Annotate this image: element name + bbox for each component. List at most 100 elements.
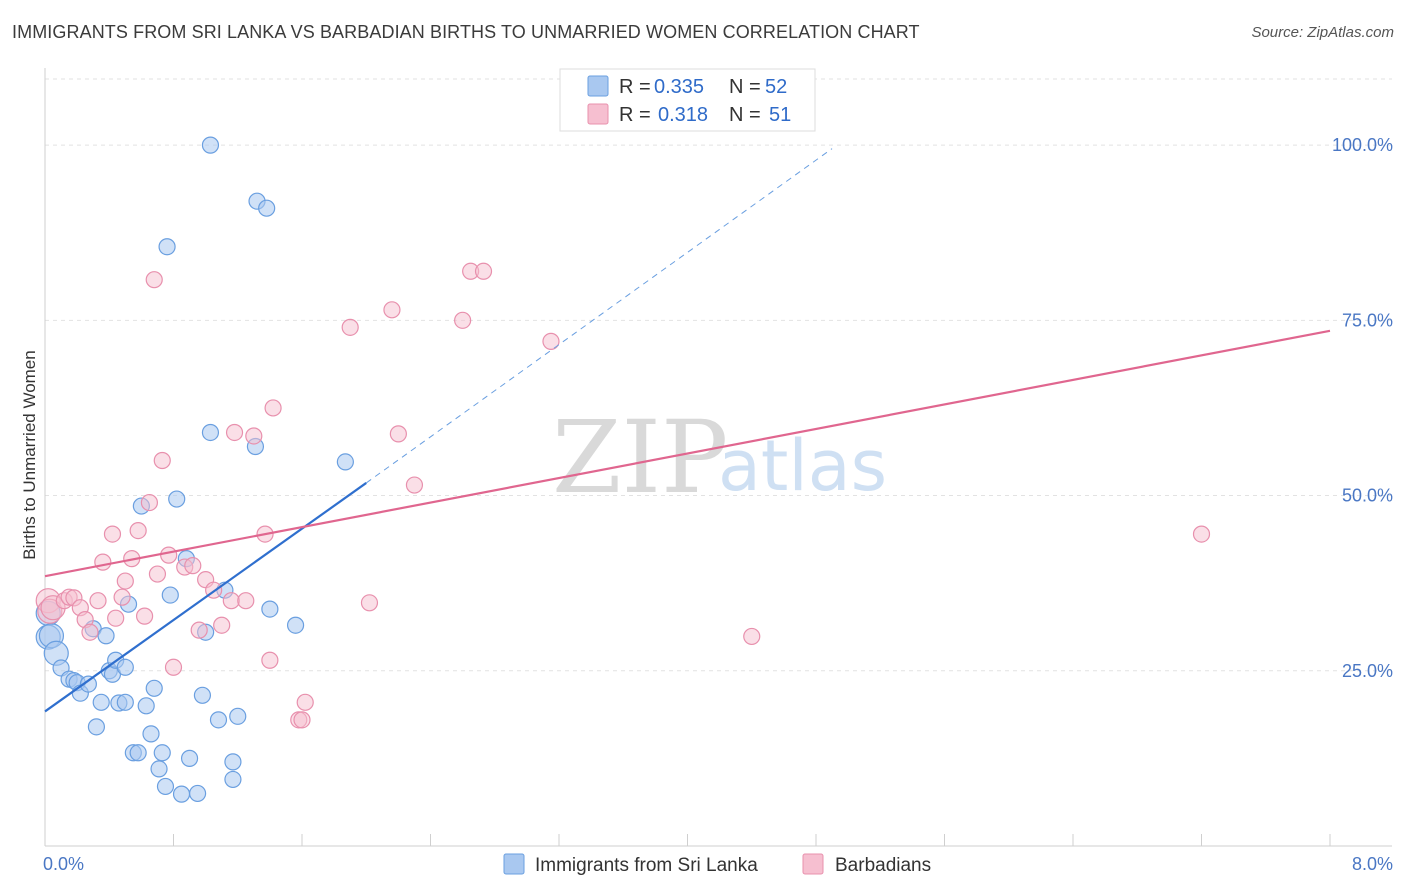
data-point-sri-lanka xyxy=(116,658,134,676)
data-point-barbadians xyxy=(81,623,99,641)
watermark-atlas: atlas xyxy=(718,425,887,507)
bottom-legend: Immigrants from Sri Lanka Barbadians xyxy=(503,853,931,876)
data-point-barbadians xyxy=(383,301,401,319)
x-tick-labels: 0.0% 8.0% xyxy=(43,854,1393,874)
y-tick-labels: 25.0% 50.0% 75.0% 100.0% xyxy=(1332,135,1393,681)
data-point-sri-lanka xyxy=(229,707,247,725)
data-point-barbadians xyxy=(145,271,163,289)
trend-lines xyxy=(44,148,1331,713)
data-point-barbadians xyxy=(405,476,424,494)
data-point-barbadians xyxy=(107,609,125,627)
x-tick-label: 8.0% xyxy=(1352,854,1393,874)
data-point-sri-lanka xyxy=(336,453,354,471)
data-point-sri-lanka xyxy=(97,627,115,645)
data-point-barbadians xyxy=(94,553,112,571)
legend-n-value-sri-lanka: 52 xyxy=(765,76,787,98)
legend-n-label-barbadians: N = xyxy=(729,104,761,126)
source-label: Source: ZipAtlas.com xyxy=(1251,24,1394,41)
axes xyxy=(44,68,1392,847)
data-point-barbadians xyxy=(474,262,493,280)
trend-line-barbadians xyxy=(44,329,1331,578)
bottom-legend-swatch-sri-lanka xyxy=(503,853,525,875)
data-point-barbadians xyxy=(116,572,134,590)
data-point-sri-lanka xyxy=(87,718,106,736)
data-point-sri-lanka xyxy=(193,686,212,704)
data-point-sri-lanka xyxy=(209,711,228,729)
data-point-barbadians xyxy=(113,588,131,606)
data-point-barbadians xyxy=(237,592,255,610)
data-point-sri-lanka xyxy=(224,753,242,771)
data-point-sri-lanka xyxy=(92,693,110,711)
data-point-barbadians xyxy=(341,318,359,336)
watermark-zip: ZIP xyxy=(552,399,728,516)
data-point-barbadians xyxy=(213,616,231,634)
data-point-sri-lanka xyxy=(180,749,199,767)
data-point-sri-lanka xyxy=(158,238,176,256)
grid-lines xyxy=(45,78,1392,672)
data-point-sri-lanka xyxy=(286,616,305,634)
data-point-sri-lanka xyxy=(188,784,207,803)
data-point-barbadians xyxy=(135,607,154,625)
y-tick-label: 50.0% xyxy=(1342,486,1393,506)
legend-swatch-sri-lanka xyxy=(587,75,609,97)
data-point-sri-lanka xyxy=(172,785,191,803)
data-point-barbadians xyxy=(1192,525,1211,543)
data-point-sri-lanka xyxy=(161,586,179,604)
data-point-sri-lanka xyxy=(156,777,175,796)
legend-n-label-sri-lanka: N = xyxy=(729,76,761,98)
series-barbadians-points xyxy=(35,262,1211,729)
legend-r-label-barbadians: R = xyxy=(619,104,651,126)
bottom-legend-label-barbadians: Barbadians xyxy=(835,855,931,876)
data-point-sri-lanka xyxy=(201,136,220,154)
bottom-legend-label-sri-lanka: Immigrants from Sri Lanka xyxy=(535,855,758,876)
y-tick-label: 100.0% xyxy=(1332,135,1393,155)
y-tick-label: 75.0% xyxy=(1342,310,1393,330)
data-point-sri-lanka xyxy=(129,744,147,762)
legend-r-value-sri-lanka: 0.335 xyxy=(654,76,704,98)
data-point-sri-lanka xyxy=(137,697,155,715)
data-point-sri-lanka xyxy=(224,770,242,789)
data-point-barbadians xyxy=(225,423,244,442)
data-point-sri-lanka xyxy=(261,600,279,618)
data-point-barbadians xyxy=(184,557,202,575)
data-point-sri-lanka xyxy=(258,199,276,217)
data-point-barbadians xyxy=(743,627,761,646)
data-point-sri-lanka xyxy=(153,744,171,762)
data-point-sri-lanka xyxy=(145,679,163,697)
data-point-sri-lanka xyxy=(150,760,168,778)
data-point-sri-lanka xyxy=(116,693,134,711)
data-point-barbadians xyxy=(261,651,279,669)
bottom-legend-swatch-barbadians xyxy=(802,853,824,875)
legend-swatch-barbadians xyxy=(587,103,609,125)
data-point-barbadians xyxy=(454,311,472,329)
y-tick-label: 25.0% xyxy=(1342,661,1393,681)
watermark: ZIP atlas xyxy=(552,399,887,516)
x-tick-label: 0.0% xyxy=(43,854,84,874)
legend-n-value-barbadians: 51 xyxy=(769,104,791,126)
data-point-barbadians xyxy=(190,621,208,639)
data-point-barbadians xyxy=(296,693,314,711)
legend-r-label-sri-lanka: R = xyxy=(619,76,651,98)
trend-line-sri-lanka-extension xyxy=(365,148,833,484)
y-axis-label: Births to Unmarried Women xyxy=(20,350,39,559)
data-point-sri-lanka xyxy=(79,675,97,693)
data-point-barbadians xyxy=(222,592,240,610)
trend-line-sri-lanka xyxy=(44,482,367,713)
chart-title: IMMIGRANTS FROM SRI LANKA VS BARBADIAN B… xyxy=(12,22,920,42)
data-point-barbadians xyxy=(129,521,147,540)
data-point-barbadians xyxy=(264,399,282,417)
data-point-barbadians xyxy=(389,425,407,443)
legend-r-value-barbadians: 0.318 xyxy=(658,104,708,126)
data-point-sri-lanka xyxy=(142,725,160,743)
data-point-barbadians xyxy=(542,332,560,350)
data-point-barbadians xyxy=(148,565,167,583)
legend-box: R = 0.335 N = 52 R = 0.318 N = 51 xyxy=(559,68,816,132)
data-point-sri-lanka xyxy=(168,490,186,508)
data-point-sri-lanka xyxy=(201,423,220,442)
data-point-barbadians xyxy=(293,711,311,729)
data-point-barbadians xyxy=(245,427,263,445)
data-point-barbadians xyxy=(164,658,183,676)
data-point-barbadians xyxy=(360,594,379,612)
data-point-barbadians xyxy=(160,546,178,564)
